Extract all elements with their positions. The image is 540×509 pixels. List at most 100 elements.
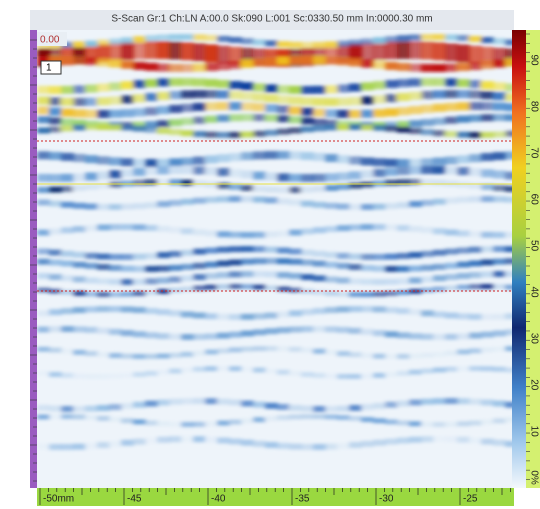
scan-cell: [397, 332, 410, 338]
scan-cell: [277, 41, 290, 47]
scan-cell: [325, 262, 338, 268]
scan-cell: [337, 124, 350, 130]
scan-cell: [469, 62, 482, 70]
scan-cell: [265, 104, 278, 112]
scan-cell: [73, 109, 86, 117]
scan-cell: [373, 266, 386, 272]
scan-cell: [469, 168, 482, 176]
scan-cell: [349, 306, 362, 312]
scan-cell: [217, 437, 230, 443]
scan-cell: [265, 285, 278, 290]
scan-cell: [229, 91, 242, 99]
scan-cell: [277, 247, 290, 253]
scan-cell: [181, 334, 194, 340]
scan-cell: [85, 98, 98, 106]
scan-cell: [481, 184, 494, 190]
scan-cell: [445, 263, 458, 269]
scan-cell: [109, 404, 122, 410]
scan-cell: [193, 229, 206, 235]
scan-cell: [445, 198, 458, 204]
scan-cell: [133, 307, 146, 313]
cursor-label[interactable]: 1: [46, 63, 52, 74]
scan-cell: [145, 420, 158, 425]
scan-cell: [469, 132, 482, 138]
scan-cell: [409, 34, 422, 40]
scan-cell: [433, 118, 446, 125]
scan-cell: [349, 442, 362, 448]
scan-cell: [205, 197, 218, 203]
scan-cell: [229, 61, 242, 69]
scan-cell: [109, 157, 122, 165]
scan-cell: [277, 327, 290, 333]
scan-cell: [289, 259, 302, 265]
scan-cell: [97, 416, 110, 421]
scan-cell: [157, 370, 170, 375]
scan-cell: [493, 259, 506, 265]
scan-cell: [181, 436, 194, 442]
scan-cell: [157, 252, 170, 258]
scan-cell: [85, 110, 98, 118]
scan-cell: [181, 130, 194, 136]
scan-cell: [385, 419, 398, 424]
scan-cell: [289, 288, 302, 293]
scan-cell: [73, 276, 86, 282]
scan-cell: [445, 334, 458, 340]
scan-cell: [421, 265, 434, 271]
scan-cell: [433, 367, 446, 372]
scan-cell: [133, 180, 146, 186]
scan-cell: [181, 422, 194, 427]
scan-cell: [349, 156, 362, 164]
scan-cell: [433, 166, 446, 174]
x-tick-label: -30: [379, 494, 394, 505]
scan-cell: [385, 254, 398, 260]
scan-cell: [361, 60, 374, 68]
scan-cell: [397, 308, 410, 314]
scan-cell: [61, 86, 74, 94]
scan-cell: [169, 369, 182, 374]
scan-cell: [205, 273, 218, 279]
scan-cell: [349, 254, 362, 260]
scan-cell: [277, 258, 290, 264]
scan-cell: [301, 348, 314, 353]
scan-cell: [469, 366, 482, 371]
scan-cell: [145, 41, 158, 59]
scan-cell: [325, 226, 338, 232]
scan-cell: [313, 349, 326, 354]
scan-cell: [349, 171, 362, 179]
scan-cell: [277, 272, 290, 278]
scan-cell: [229, 271, 242, 277]
scan-cell: [229, 196, 242, 202]
scan-cell: [265, 115, 278, 122]
scan-cell: [373, 418, 386, 423]
scan-cell: [181, 118, 194, 125]
scan-cell: [397, 63, 410, 71]
scan-cell: [133, 203, 146, 209]
scan-cell: [37, 310, 50, 316]
scan-cell: [73, 374, 86, 379]
scan-cell: [349, 264, 362, 270]
scan-cell: [121, 37, 134, 43]
scan-cell: [253, 83, 266, 91]
scan-cell: [349, 124, 362, 130]
scan-cell: [121, 169, 134, 177]
scan-cell: [301, 444, 314, 450]
scan-cell: [193, 43, 206, 61]
scan-cell: [73, 203, 86, 209]
scan-cell: [361, 404, 374, 410]
scan-cell: [481, 232, 494, 238]
scan-cell: [301, 108, 314, 116]
scan-cell: [73, 98, 86, 106]
scan-cell: [457, 398, 470, 404]
scan-cell: [481, 284, 494, 289]
scan-cell: [373, 306, 386, 312]
scan-cell: [409, 333, 422, 339]
scan-cell: [61, 153, 74, 161]
scan-cell: [409, 309, 422, 315]
scan-cell: [301, 187, 314, 193]
scan-cell: [193, 78, 206, 86]
scan-cell: [121, 279, 134, 285]
scan-cell: [337, 98, 350, 106]
scan-cell: [73, 307, 86, 313]
scan-cell: [469, 284, 482, 289]
scan-cell: [121, 95, 134, 103]
